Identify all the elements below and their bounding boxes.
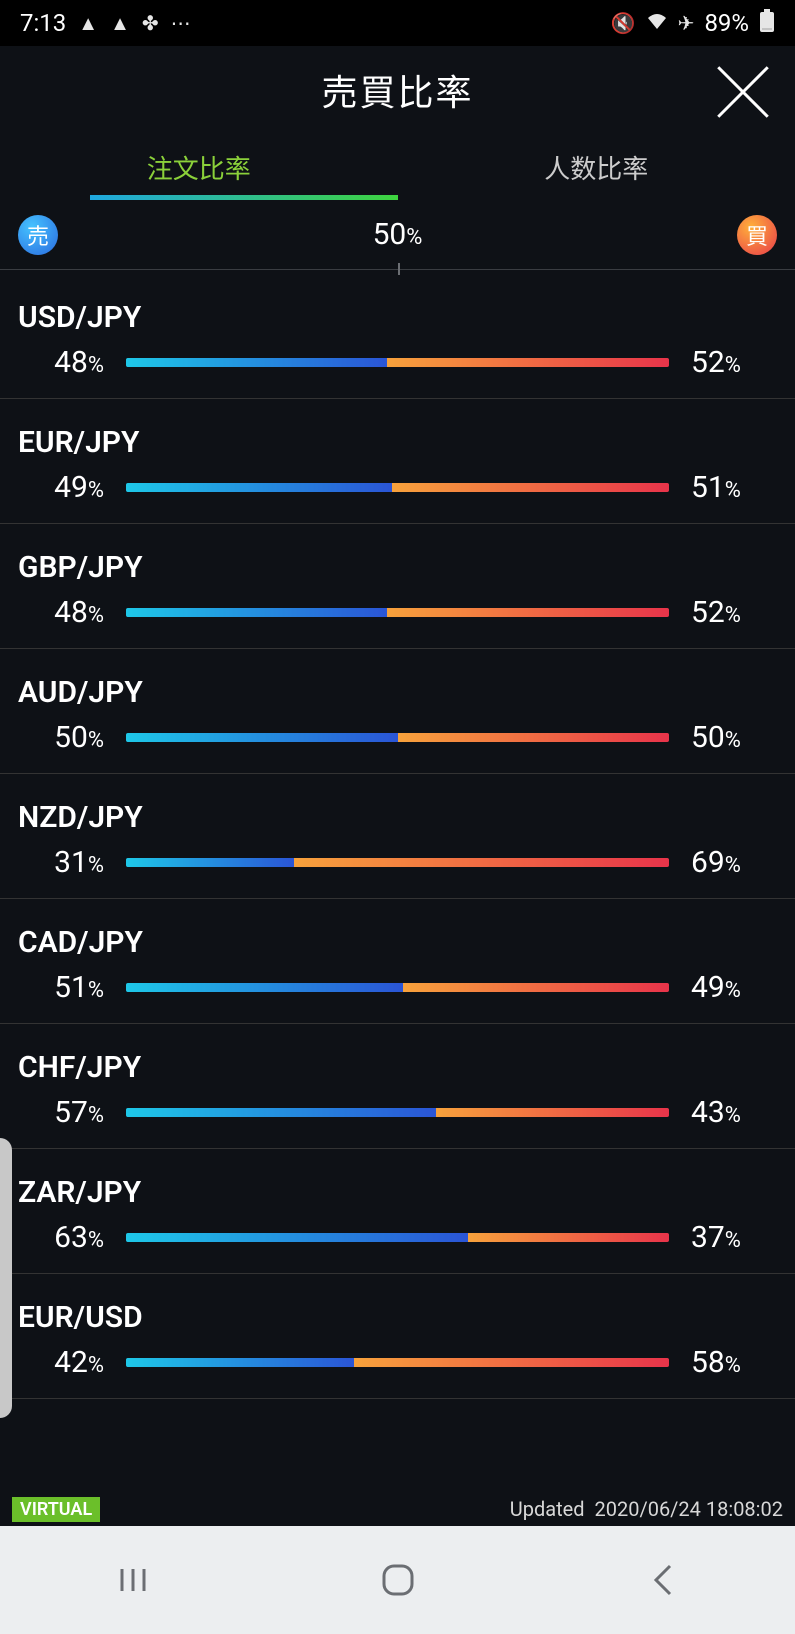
pair-row[interactable]: EUR/USD 42% 58% — [0, 1274, 795, 1399]
tab-label: 注文比率 — [147, 149, 251, 186]
buy-bar-segment — [387, 608, 669, 617]
ratio-bar — [126, 1108, 669, 1117]
pair-name: EUR/USD — [18, 1300, 777, 1335]
edge-handle[interactable] — [0, 1138, 12, 1418]
buy-percent: 52% — [691, 595, 777, 630]
buy-glyph: 買 — [746, 219, 768, 251]
pair-row[interactable]: ZAR/JPY 63% 37% — [0, 1149, 795, 1274]
battery-text: 89% — [704, 9, 749, 37]
recents-button[interactable] — [103, 1550, 163, 1610]
buy-bar-segment — [354, 1358, 669, 1367]
buy-percent: 69% — [691, 845, 777, 880]
pair-name: ZAR/JPY — [18, 1175, 777, 1210]
buy-percent: 50% — [691, 720, 777, 755]
sell-percent: 51% — [18, 970, 104, 1005]
ratio-bar — [126, 1233, 669, 1242]
pair-row[interactable]: CAD/JPY 51% 49% — [0, 899, 795, 1024]
tab-order-ratio[interactable]: 注文比率 — [0, 134, 398, 200]
buy-bar-segment — [468, 1233, 669, 1242]
sell-bar-segment — [126, 733, 398, 742]
sell-bar-segment — [126, 858, 294, 867]
sell-bar-segment — [126, 1233, 468, 1242]
sell-badge: 売 — [18, 215, 58, 255]
mute-icon: 🔇 — [611, 11, 636, 35]
ratio-bar — [126, 858, 669, 867]
sell-bar-segment — [126, 608, 387, 617]
tab-bar: 注文比率 人数比率 — [0, 134, 795, 200]
home-button[interactable] — [368, 1550, 428, 1610]
fan-icon: ✤ — [142, 11, 159, 35]
pair-row[interactable]: GBP/JPY 48% 52% — [0, 524, 795, 649]
pair-name: CHF/JPY — [18, 1050, 777, 1085]
ratio-bar — [126, 983, 669, 992]
cloud-icon: ▲ — [110, 11, 130, 36]
pair-row[interactable]: EUR/JPY 49% 51% — [0, 399, 795, 524]
sell-percent: 48% — [18, 345, 104, 380]
sell-bar-segment — [126, 1108, 436, 1117]
sell-percent: 50% — [18, 720, 104, 755]
ratio-bar — [126, 358, 669, 367]
legend-row: 売 50% 買 — [0, 200, 795, 270]
android-status-bar: 7:13 ▲ ▲ ✤ ⋯ 🔇 ✈ 89% — [0, 0, 795, 46]
sell-percent: 48% — [18, 595, 104, 630]
pair-name: CAD/JPY — [18, 925, 777, 960]
sell-percent: 42% — [18, 1345, 104, 1380]
buy-bar-segment — [398, 733, 670, 742]
cloud-icon: ▲ — [78, 11, 98, 36]
pair-name: USD/JPY — [18, 300, 777, 335]
ratio-bar — [126, 1358, 669, 1367]
footer-bar: VIRTUAL Updated 2020/06/24 18:08:02 — [0, 1492, 795, 1526]
ratio-bar — [126, 733, 669, 742]
pair-name: NZD/JPY — [18, 800, 777, 835]
sell-glyph: 売 — [27, 219, 49, 251]
buy-percent: 51% — [691, 470, 777, 505]
back-button[interactable] — [633, 1550, 693, 1610]
status-time: 7:13 — [20, 9, 66, 37]
pair-row[interactable]: NZD/JPY 31% 69% — [0, 774, 795, 899]
buy-percent: 43% — [691, 1095, 777, 1130]
sell-percent: 57% — [18, 1095, 104, 1130]
tab-label: 人数比率 — [544, 149, 648, 186]
app-screen: 売買比率 注文比率 人数比率 売 50% 買 USD/JPY 48% 52% EUR/… — [0, 46, 795, 1526]
pair-row[interactable]: USD/JPY 48% 52% — [0, 270, 795, 399]
pair-name: EUR/JPY — [18, 425, 777, 460]
buy-bar-segment — [387, 358, 669, 367]
pair-name: GBP/JPY — [18, 550, 777, 585]
close-button[interactable] — [715, 64, 771, 120]
ratio-bar — [126, 608, 669, 617]
buy-percent: 58% — [691, 1345, 777, 1380]
pair-list[interactable]: USD/JPY 48% 52% EUR/JPY 49% 51% GBP/JPY 48% 52% A… — [0, 270, 795, 1526]
pair-name: AUD/JPY — [18, 675, 777, 710]
app-header: 売買比率 — [0, 46, 795, 134]
tab-people-ratio[interactable]: 人数比率 — [398, 134, 795, 200]
legend-center-label: 50% — [373, 217, 423, 252]
buy-percent: 52% — [691, 345, 777, 380]
buy-badge: 買 — [737, 215, 777, 255]
sell-percent: 49% — [18, 470, 104, 505]
pair-row[interactable]: CHF/JPY 57% 43% — [0, 1024, 795, 1149]
more-icon: ⋯ — [171, 11, 191, 35]
page-title: 売買比率 — [321, 64, 473, 116]
sell-bar-segment — [126, 1358, 354, 1367]
android-nav-bar — [0, 1526, 795, 1634]
battery-icon — [759, 9, 775, 38]
sell-percent: 31% — [18, 845, 104, 880]
buy-bar-segment — [294, 858, 669, 867]
sell-bar-segment — [126, 358, 387, 367]
updated-text: Updated 2020/06/24 18:08:02 — [510, 1497, 783, 1521]
center-tick — [398, 263, 400, 275]
sell-percent: 63% — [18, 1220, 104, 1255]
airplane-icon: ✈ — [678, 11, 695, 35]
buy-bar-segment — [403, 983, 669, 992]
virtual-badge: VIRTUAL — [12, 1497, 100, 1522]
buy-bar-segment — [392, 483, 669, 492]
buy-percent: 49% — [691, 970, 777, 1005]
ratio-bar — [126, 483, 669, 492]
sell-bar-segment — [126, 483, 392, 492]
buy-bar-segment — [436, 1108, 669, 1117]
buy-percent: 37% — [691, 1220, 777, 1255]
wifi-icon — [646, 11, 668, 35]
pair-row[interactable]: AUD/JPY 50% 50% — [0, 649, 795, 774]
sell-bar-segment — [126, 983, 403, 992]
